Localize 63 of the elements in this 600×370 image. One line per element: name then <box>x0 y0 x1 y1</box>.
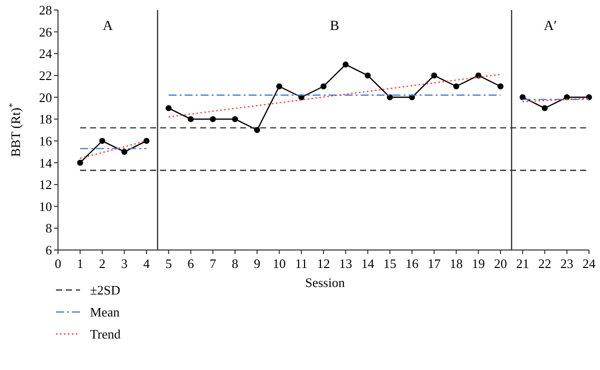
y-tick-label: 18 <box>39 112 52 127</box>
y-tick-label: 8 <box>46 220 52 236</box>
annotation: A′ <box>544 19 557 34</box>
x-axis-title: Session <box>305 275 346 290</box>
x-tick-label: 12 <box>317 256 330 271</box>
x-tick-label: 16 <box>406 256 419 271</box>
x-tick-label: 22 <box>538 256 552 271</box>
x-tick-label: 11 <box>295 256 308 271</box>
point <box>144 138 150 144</box>
legend-label: Mean <box>90 304 120 320</box>
x-tick-label: 9 <box>254 256 260 271</box>
y-tick-label: 10 <box>39 198 52 214</box>
point <box>232 116 238 122</box>
point <box>498 83 504 90</box>
x-tick-label: 18 <box>450 256 463 271</box>
point <box>364 72 371 78</box>
y-tick-label: 24 <box>39 46 52 62</box>
point <box>166 105 172 112</box>
x-tick-label: 15 <box>383 256 396 271</box>
y-tick-label: 22 <box>39 68 52 84</box>
y-tick-label: 26 <box>39 24 52 40</box>
x-tick-label: 19 <box>472 256 485 271</box>
point <box>386 94 393 100</box>
point <box>542 105 548 112</box>
point <box>254 127 260 133</box>
point <box>431 72 438 78</box>
x-tick-label: 0 <box>54 256 62 271</box>
legend-label: Trend <box>90 326 122 342</box>
point <box>188 116 194 122</box>
y-tick-label: 14 <box>39 155 52 170</box>
x-tick-label: 7 <box>210 256 217 271</box>
x-tick-label: 20 <box>494 256 507 271</box>
y-tick-label: 28 <box>39 2 52 18</box>
point <box>121 148 128 155</box>
y-tick-label: 20 <box>39 90 52 105</box>
x-tick-label: 1 <box>76 256 84 271</box>
point <box>342 62 349 68</box>
x-tick-label: 10 <box>272 256 286 271</box>
x-tick-label: 2 <box>99 256 106 271</box>
x-tick-label: 24 <box>582 256 596 271</box>
y-tick-label: 12 <box>39 177 52 192</box>
x-tick-label: 21 <box>516 256 530 271</box>
annotation: A <box>102 19 114 34</box>
x-tick-label: 4 <box>143 256 150 271</box>
x-tick-label: 5 <box>165 256 172 271</box>
x-tick-label: 14 <box>361 256 375 271</box>
x-tick-label: 17 <box>428 256 442 271</box>
point <box>475 72 482 78</box>
x-tick-label: 8 <box>232 256 238 271</box>
x-tick-label: 6 <box>188 256 194 271</box>
point <box>320 83 326 90</box>
point <box>453 83 460 90</box>
annotation: B <box>330 19 340 34</box>
point <box>77 160 84 166</box>
y-tick-label: 16 <box>39 133 52 148</box>
point <box>276 83 282 90</box>
x-tick-label: 13 <box>339 256 352 271</box>
legend-label: ±2SD <box>90 282 120 298</box>
x-tick-label: 23 <box>560 256 574 271</box>
y-tick-label: 6 <box>46 242 52 258</box>
point <box>210 116 216 122</box>
point <box>99 138 106 144</box>
x-tick-label: 3 <box>121 256 128 271</box>
